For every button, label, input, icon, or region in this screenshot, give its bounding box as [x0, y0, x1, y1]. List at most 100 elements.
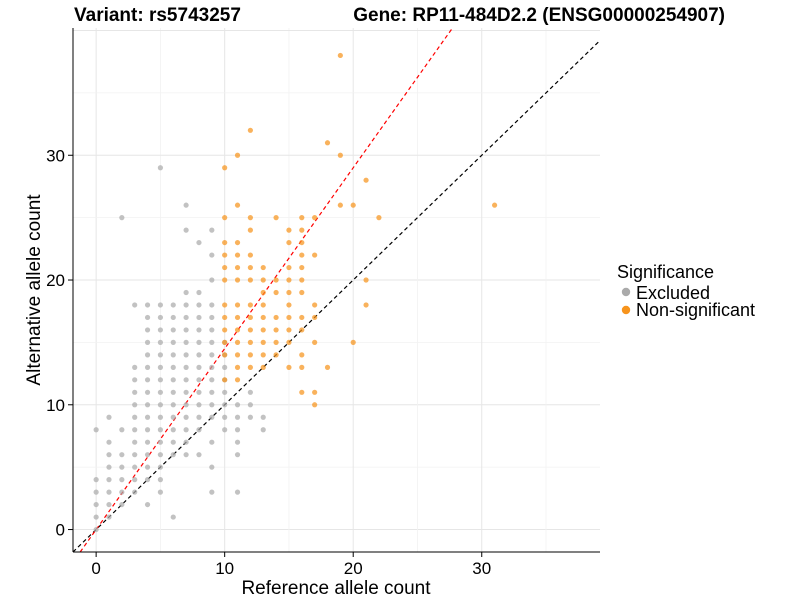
point-non-significant [286, 339, 292, 345]
point-non-significant [312, 302, 318, 308]
point-non-significant [260, 339, 266, 345]
point-excluded [247, 414, 253, 420]
point-excluded [144, 439, 151, 445]
chart-title-variant: Variant: rs5743257 [74, 5, 241, 26]
point-excluded [196, 427, 202, 433]
point-excluded [183, 352, 189, 358]
point-non-significant [286, 314, 292, 321]
point-excluded [144, 364, 151, 370]
point-excluded [183, 389, 189, 395]
point-excluded [196, 402, 202, 408]
point-non-significant [273, 339, 279, 345]
point-excluded [196, 289, 202, 296]
point-excluded [209, 314, 215, 321]
point-excluded [209, 377, 215, 383]
point-non-significant [247, 352, 253, 358]
point-excluded [106, 414, 112, 420]
point-non-significant [222, 215, 228, 221]
point-non-significant [299, 389, 305, 395]
point-excluded [222, 414, 228, 420]
point-excluded [106, 464, 112, 470]
point-excluded [196, 414, 202, 420]
point-non-significant [222, 339, 228, 345]
point-excluded [196, 239, 202, 246]
point-excluded [170, 377, 176, 383]
legend: Significance Excluded Non-significant [617, 262, 755, 320]
point-non-significant [222, 264, 228, 271]
point-excluded [157, 302, 164, 308]
point-non-significant [312, 402, 318, 408]
point-excluded [144, 389, 151, 395]
point-non-significant [222, 352, 228, 358]
point-excluded [234, 427, 241, 433]
point-excluded [209, 414, 215, 420]
grid [73, 28, 600, 552]
point-excluded [157, 352, 164, 358]
point-non-significant [260, 289, 266, 296]
point-excluded [183, 402, 189, 408]
point-non-significant [312, 314, 318, 321]
point-non-significant [350, 339, 356, 345]
point-excluded [132, 489, 138, 495]
point-excluded [119, 464, 125, 470]
point-non-significant [260, 302, 266, 308]
point-excluded [144, 377, 151, 383]
point-non-significant [273, 327, 279, 333]
point-non-significant [234, 314, 241, 321]
point-non-significant [222, 314, 228, 321]
point-excluded [196, 389, 202, 395]
point-excluded [119, 489, 125, 495]
point-excluded [119, 215, 125, 221]
point-excluded [132, 452, 138, 458]
point-excluded [157, 389, 164, 395]
point-non-significant [247, 302, 253, 308]
point-excluded [157, 464, 164, 470]
reference-line-identity [72, 40, 601, 553]
point-excluded [144, 302, 151, 308]
point-non-significant [222, 327, 228, 333]
point-excluded [157, 439, 164, 445]
point-excluded [157, 339, 164, 345]
point-excluded [144, 427, 151, 433]
point-non-significant [312, 215, 318, 221]
point-excluded [170, 389, 176, 395]
point-non-significant [312, 389, 318, 395]
axes [72, 28, 600, 553]
point-excluded [93, 514, 99, 520]
point-non-significant [286, 239, 292, 246]
point-excluded [260, 427, 266, 433]
point-excluded [196, 339, 202, 345]
point-excluded [170, 364, 176, 370]
x-tick-label: 20 [344, 559, 363, 578]
point-excluded [183, 339, 189, 345]
point-excluded [144, 339, 151, 345]
point-non-significant [234, 264, 241, 271]
point-excluded [106, 489, 112, 495]
point-excluded [157, 402, 164, 408]
point-excluded [106, 514, 112, 520]
point-excluded [209, 339, 215, 345]
point-excluded [132, 477, 138, 483]
point-excluded [183, 427, 189, 433]
point-excluded [132, 364, 138, 370]
point-excluded [234, 452, 241, 458]
point-excluded [170, 339, 176, 345]
point-non-significant [337, 152, 343, 158]
point-non-significant [299, 314, 305, 321]
point-excluded [196, 352, 202, 358]
point-non-significant [363, 277, 369, 283]
point-non-significant [273, 352, 279, 358]
point-excluded [234, 489, 241, 495]
point-non-significant [312, 252, 318, 258]
point-excluded [93, 477, 99, 483]
point-non-significant [299, 289, 305, 296]
point-excluded [234, 414, 241, 420]
point-non-significant [260, 314, 266, 321]
point-excluded [144, 464, 151, 470]
point-non-significant [234, 364, 241, 370]
point-excluded [144, 402, 151, 408]
reference-lines [72, 27, 601, 553]
point-non-significant [260, 264, 266, 271]
point-non-significant [337, 52, 343, 59]
point-non-significant [273, 314, 279, 321]
